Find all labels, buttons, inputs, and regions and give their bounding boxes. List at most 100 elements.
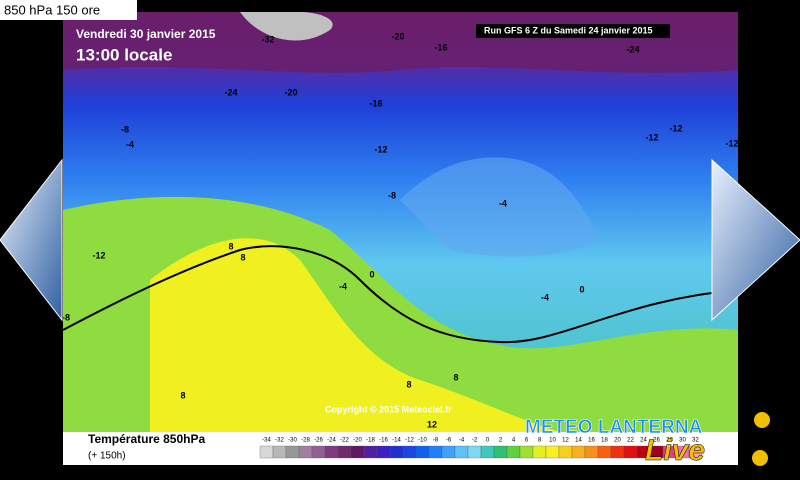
legend-label: -4 xyxy=(459,438,465,444)
contour-label: 12 xyxy=(427,419,437,429)
legend-swatch xyxy=(376,445,391,459)
prev-arrow[interactable] xyxy=(0,158,63,322)
legend-swatch xyxy=(441,445,456,459)
contour-label: 8 xyxy=(406,379,411,389)
logo-pin xyxy=(754,412,770,428)
logo-text: METEO LANTERNA xyxy=(525,417,703,438)
legend-swatch xyxy=(688,445,703,459)
legend-swatch xyxy=(337,445,352,459)
contour-label: -16 xyxy=(434,42,447,52)
legend-swatch xyxy=(571,445,586,459)
legend-label: -34 xyxy=(262,438,271,444)
legend-label: -28 xyxy=(301,438,310,444)
legend-label: -30 xyxy=(288,438,297,444)
legend-swatch xyxy=(454,445,469,459)
legend-label: 10 xyxy=(549,438,556,444)
contour-label: -8 xyxy=(62,312,70,322)
contour-label: -8 xyxy=(388,190,396,200)
legend-label: 18 xyxy=(601,438,608,444)
legend-swatch xyxy=(324,445,339,459)
legend-swatch xyxy=(597,445,612,459)
contour-label: -4 xyxy=(541,292,549,302)
legend-label: 32 xyxy=(692,438,699,444)
contour-label: -4 xyxy=(339,281,347,291)
legend-swatch xyxy=(467,445,482,459)
legend-swatch xyxy=(480,445,495,459)
legend-swatch xyxy=(558,445,573,459)
header-box xyxy=(0,0,137,20)
legend-label: -2 xyxy=(472,438,478,444)
legend-label: -24 xyxy=(327,438,336,444)
legend-label: -18 xyxy=(366,438,375,444)
contour-label: -12 xyxy=(92,250,105,260)
valid-time: Vendredi 30 janvier 2015 xyxy=(76,27,216,41)
legend-label: 16 xyxy=(588,438,595,444)
contour-label: -12 xyxy=(669,123,682,133)
legend-label: 6 xyxy=(525,438,529,444)
contour-label: -20 xyxy=(284,87,297,97)
legend-subtitle: (+ 150h) xyxy=(88,451,126,462)
legend-label: -8 xyxy=(433,438,439,444)
legend-swatch xyxy=(623,445,638,459)
legend-swatch xyxy=(298,445,313,459)
copyright: Copyright © 2015 Meteociel.fr xyxy=(325,404,452,414)
logo-live: Live xyxy=(645,434,705,467)
legend-label: 20 xyxy=(614,438,621,444)
legend-label: 24 xyxy=(640,438,647,444)
run-info: Run GFS 6 Z du Samedi 24 janvier 2015 xyxy=(484,25,653,35)
legend-label: -20 xyxy=(353,438,362,444)
legend-label: 30 xyxy=(679,438,686,444)
legend-label: 2 xyxy=(499,438,503,444)
legend-swatch xyxy=(311,445,326,459)
contour-label: 0 xyxy=(579,284,584,294)
legend-label: 8 xyxy=(538,438,542,444)
legend-swatch xyxy=(545,445,560,459)
legend-swatch xyxy=(428,445,443,459)
legend-swatch xyxy=(415,445,430,459)
legend-swatch xyxy=(506,445,521,459)
legend-label: -16 xyxy=(379,438,388,444)
contour-label: 8 xyxy=(228,241,233,251)
run-box xyxy=(476,24,670,38)
legend-swatch xyxy=(363,445,378,459)
legend-swatch xyxy=(519,445,534,459)
legend-label: -26 xyxy=(314,438,323,444)
legend-swatch xyxy=(285,445,300,459)
local-time: 13:00 locale xyxy=(76,45,172,64)
legend-swatch xyxy=(259,445,274,459)
legend-label: -12 xyxy=(405,438,414,444)
legend-swatch xyxy=(389,445,404,459)
legend-swatch xyxy=(402,445,417,459)
legend-swatch xyxy=(350,445,365,459)
contour-label: -32 xyxy=(261,34,274,44)
legend-label: 28 xyxy=(666,438,673,444)
legend-swatch xyxy=(493,445,508,459)
contour-label: -24 xyxy=(224,87,237,97)
contour-label: 0 xyxy=(369,269,374,279)
legend-label: 14 xyxy=(575,438,582,444)
contour-label: 8 xyxy=(240,252,245,262)
legend-label: -6 xyxy=(446,438,452,444)
very-cold-region xyxy=(240,12,333,41)
legend-swatch xyxy=(584,445,599,459)
warm-region xyxy=(150,238,560,432)
contour-label: 8 xyxy=(453,372,458,382)
logo-sun xyxy=(752,450,768,466)
contour-label: 8 xyxy=(180,390,185,400)
legend-title: Température 850hPa xyxy=(88,432,205,446)
contour-label: -12 xyxy=(725,138,738,148)
contour-label: -4 xyxy=(126,139,134,149)
contour-label: -24 xyxy=(626,44,639,54)
legend-label: -22 xyxy=(340,438,349,444)
header-label: 850 hPa 150 ore xyxy=(4,2,100,17)
legend-label: 22 xyxy=(627,438,634,444)
legend-label: -32 xyxy=(275,438,284,444)
contour-label: -12 xyxy=(645,132,658,142)
legend-swatch xyxy=(610,445,625,459)
zero-isotherm xyxy=(62,245,739,344)
contour-label: -12 xyxy=(374,144,387,154)
legend-label: 0 xyxy=(486,438,490,444)
next-arrow[interactable] xyxy=(711,158,800,322)
land-europe xyxy=(400,157,600,257)
contour-label: -16 xyxy=(369,98,382,108)
